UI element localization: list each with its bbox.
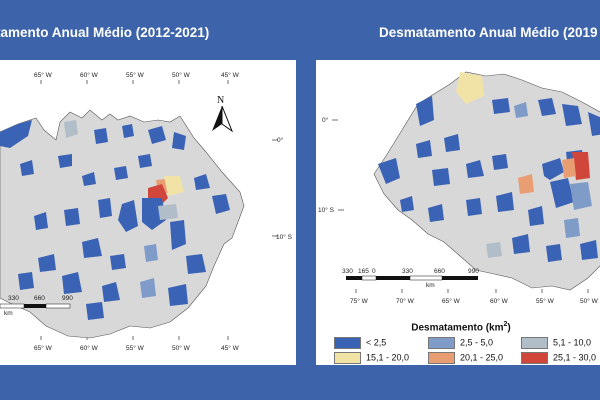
scale-tick-990: 990 — [62, 295, 73, 302]
deforestation-polygons-1 — [0, 120, 230, 320]
lon-label-65: 65° W — [442, 297, 461, 305]
lon-label-bottom-60: 60° W — [80, 344, 99, 352]
north-label: N — [217, 95, 224, 106]
legend-label: < 2,5 — [366, 337, 387, 348]
legend-label: 20,1 - 25,0 — [460, 352, 504, 363]
legend-title-close: ) — [507, 322, 511, 334]
legend-swatch — [334, 352, 361, 364]
scale-tick-330b: 330 — [402, 268, 413, 275]
legend-title-text: Desmatamento (km — [411, 322, 504, 334]
lon-label-top-60: 60° W — [80, 71, 99, 79]
scale-tick-165: 165 — [358, 268, 369, 275]
lon-label-50: 50° W — [580, 297, 599, 305]
scale-tick-330: 330 — [8, 295, 19, 302]
lon-label-top-50: 50° W — [172, 71, 191, 79]
north-arrow-icon — [212, 105, 234, 133]
lon-label-bottom-50: 50° W — [172, 344, 191, 352]
legend-swatch — [334, 337, 361, 349]
legend-swatch — [428, 352, 455, 364]
legend-title: Desmatamento (km2) — [316, 321, 600, 333]
lon-label-top-45: 45° W — [221, 71, 240, 79]
lon-label-70: 70° W — [396, 297, 415, 305]
legend-item: 2,5 - 5,0 — [428, 337, 494, 349]
lon-label-bottom-55: 55° W — [126, 344, 145, 352]
scale-bar-2 — [346, 275, 478, 281]
scale-tick-990: 990 — [468, 268, 479, 275]
scale-bar-1 — [0, 303, 71, 309]
map-2-title: Desmatamento Anual Médio (2019 — [379, 25, 598, 40]
legend-title-sup: 2 — [503, 321, 508, 328]
map-panel-2012-2021: 65° W 60° W 55° W 50° W 45° W 0° 10° S N — [0, 60, 296, 365]
map-1-canvas: 65° W 60° W 55° W 50° W 45° W 0° 10° S N — [0, 71, 293, 352]
map-panel-2019: 0° 10° S — [316, 60, 600, 365]
map-2-canvas: 0° 10° S — [318, 71, 600, 305]
lon-label-55: 55° W — [536, 297, 555, 305]
lat-label-10s-left: 10° S — [318, 206, 335, 214]
scale-unit-2: km — [426, 282, 435, 289]
scale-tick-660: 660 — [34, 295, 45, 302]
scale-tick-330a: 330 — [342, 268, 353, 275]
legend-item: 5,1 - 10,0 — [521, 337, 592, 349]
map-1-title: tamento Anual Médio (2012-2021) — [0, 25, 210, 40]
legend-item: < 2,5 — [334, 337, 387, 349]
legend-item: 15,1 - 20,0 — [334, 352, 410, 364]
scale-tick-0: 0 — [372, 268, 376, 275]
amazon-region-2 — [373, 71, 600, 291]
lat-label-0: 0° — [277, 136, 284, 144]
legend-label: 5,1 - 10,0 — [553, 337, 592, 348]
legend-swatch — [521, 352, 548, 364]
legend-swatch — [428, 337, 455, 349]
legend-label: 2,5 - 5,0 — [460, 337, 494, 348]
scale-unit-1: km — [4, 310, 13, 317]
legend-item: 25,1 - 30,0 — [521, 352, 597, 364]
lon-label-top-55: 55° W — [126, 71, 145, 79]
deforestation-polygons-2 — [378, 72, 600, 262]
legend-label: 15,1 - 20,0 — [366, 352, 410, 363]
bottom-band — [0, 365, 600, 400]
lon-label-bottom-65: 65° W — [34, 344, 53, 352]
lon-label-60: 60° W — [490, 297, 509, 305]
lon-label-75: 75° W — [350, 297, 369, 305]
lon-label-bottom-45: 45° W — [221, 344, 240, 352]
lon-label-top-65: 65° W — [34, 71, 53, 79]
lat-label-0-left: 0° — [322, 116, 329, 124]
scale-tick-660: 660 — [434, 268, 445, 275]
legend: Desmatamento (km2) < 2,5 2,5 - 5,0 5,1 -… — [316, 318, 600, 365]
legend-swatch — [521, 337, 548, 349]
legend-label: 25,1 - 30,0 — [553, 352, 597, 363]
lat-label-10s: 10° S — [276, 233, 293, 241]
legend-item: 20,1 - 25,0 — [428, 352, 504, 364]
